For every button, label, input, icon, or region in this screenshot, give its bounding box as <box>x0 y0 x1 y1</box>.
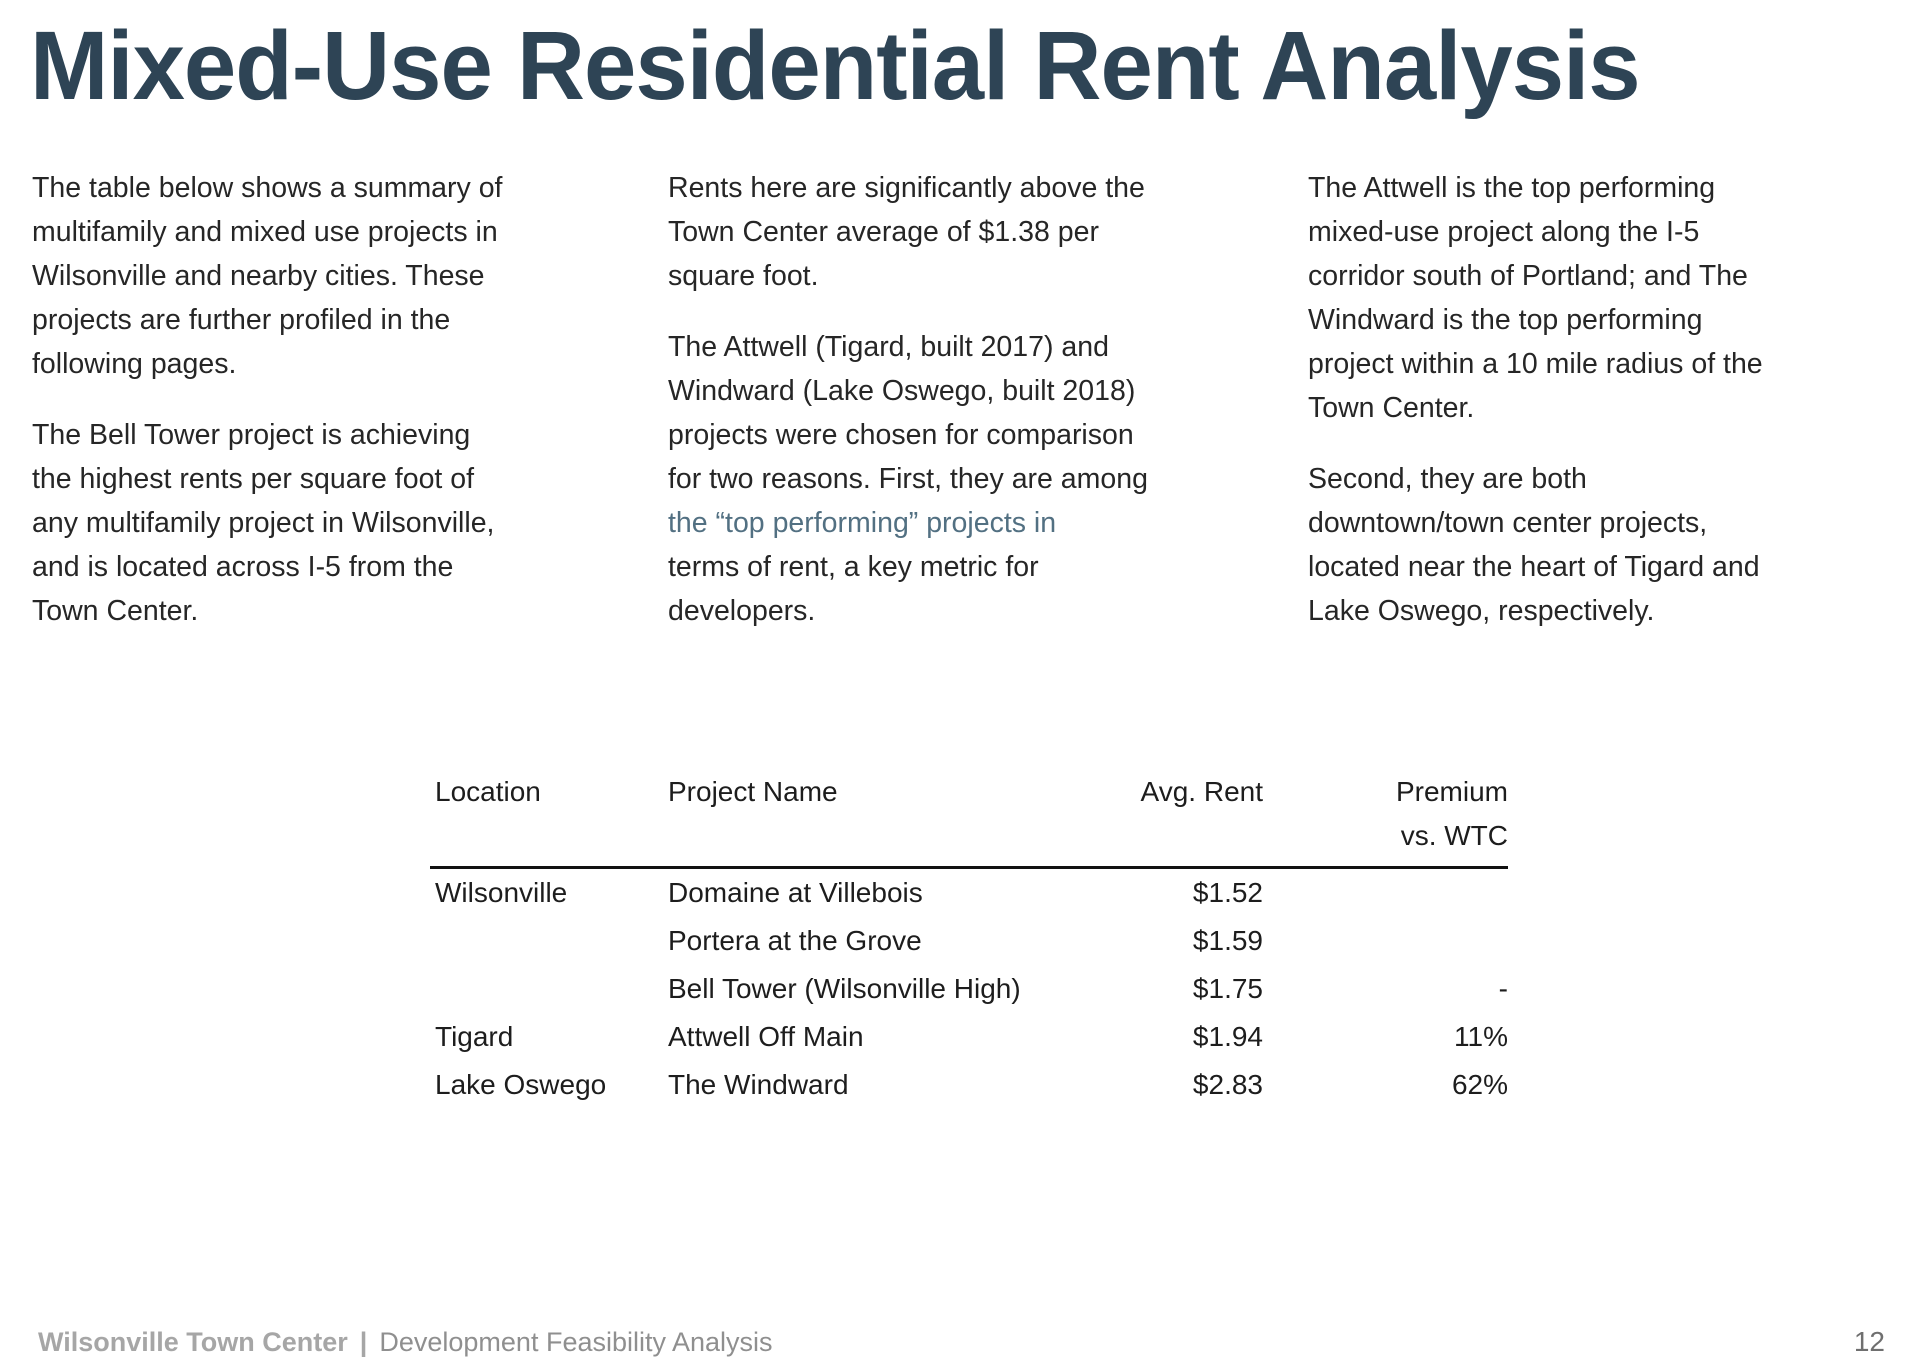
body-column-3: The Attwell is the top performing mixed-… <box>1308 166 1908 660</box>
table-row: Portera at the Grove $1.59 <box>430 917 1508 965</box>
paragraph: The Attwell is the top performing mixed-… <box>1308 172 1763 424</box>
cell-project: Attwell Off Main <box>668 1021 864 1052</box>
footer-separator: | <box>359 1327 368 1357</box>
body-column-2: Rents here are significantly above the T… <box>668 166 1268 660</box>
paragraph: Rents here are significantly above the T… <box>668 172 1145 292</box>
footer-subtitle: Development Feasibility Analysis <box>379 1327 773 1357</box>
paragraph: The Attwell (Tigard, built 2017) and Win… <box>668 325 1268 633</box>
page-number: 12 <box>1853 1326 1885 1357</box>
cell-premium: 11% <box>1454 1021 1508 1052</box>
cell-location: Tigard <box>435 1021 514 1052</box>
table-row: Lake Oswego The Windward $2.83 62% <box>430 1061 1508 1109</box>
rent-comparison-table: Location Project Name Avg. Rent Premium … <box>430 770 1508 1109</box>
paragraph: Second, they are both downtown/town cent… <box>1308 463 1760 627</box>
paragraph-text: The Attwell (Tigard, built 2017) and Win… <box>668 331 1148 495</box>
cell-premium: 62% <box>1451 1069 1508 1100</box>
highlighted-phrase: the “top performing” projects in <box>668 507 1057 539</box>
page-title: Mixed-Use Residential Rent Analysis <box>30 11 1641 120</box>
cell-rent: $1.94 <box>1192 1021 1263 1052</box>
cell-project: The Windward <box>668 1069 849 1100</box>
table-header-project: Project Name <box>668 776 838 807</box>
table-row: Bell Tower (Wilsonville High) $1.75 - <box>430 965 1508 1013</box>
table-header-premium: Premium vs. WTC <box>1395 776 1508 851</box>
cell-project: Portera at the Grove <box>668 925 922 956</box>
table-header-rent: Avg. Rent <box>1140 776 1263 807</box>
cell-rent: $1.59 <box>1192 925 1263 956</box>
cell-premium: - <box>1498 973 1508 1004</box>
cell-project: Domaine at Villebois <box>668 877 923 908</box>
cell-rent: $2.83 <box>1192 1069 1263 1100</box>
table-header-location: Location <box>435 776 541 807</box>
table-header-row: Location Project Name Avg. Rent Premium … <box>430 770 1508 869</box>
cell-project: Bell Tower (Wilsonville High) <box>668 973 1021 1004</box>
footer: Wilsonville Town Center | Development Feas… <box>38 1322 773 1362</box>
paragraph: The table below shows a summary of multi… <box>32 172 503 380</box>
table-row: Wilsonville Domaine at Villebois $1.52 <box>430 869 1508 917</box>
body-column-1: The table below shows a summary of multi… <box>32 166 632 660</box>
cell-rent: $1.52 <box>1192 877 1263 908</box>
table-row: Tigard Attwell Off Main $1.94 11% <box>430 1013 1508 1061</box>
cell-location: Lake Oswego <box>435 1069 607 1100</box>
footer-brand: Wilsonville Town Center <box>38 1327 348 1357</box>
cell-rent: $1.75 <box>1192 973 1263 1004</box>
paragraph-text: terms of rent, a key metric for develope… <box>668 551 1039 627</box>
paragraph: The Bell Tower project is achieving the … <box>32 419 495 627</box>
cell-location: Wilsonville <box>435 877 568 908</box>
